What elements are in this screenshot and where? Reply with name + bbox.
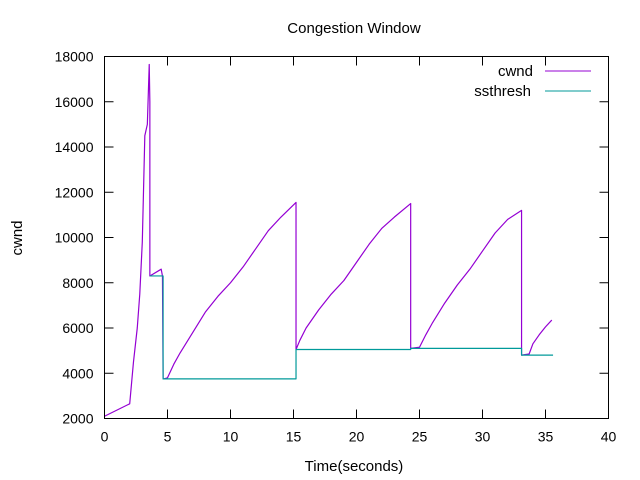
x-tick-label: 15: [286, 429, 302, 445]
series-line-ssthresh: [149, 275, 554, 380]
x-tick-label: 0: [101, 429, 109, 445]
y-tick-label: 18000: [55, 49, 94, 65]
x-tick-label: 20: [349, 429, 365, 445]
y-tick-label: 12000: [55, 184, 94, 200]
series-line-cwnd: [104, 63, 553, 417]
y-tick-label: 16000: [55, 94, 94, 110]
x-tick-label: 30: [475, 429, 491, 445]
series-layer: [104, 63, 554, 417]
ticks-layer: 0 5 10 15 20 25 30 35 40 2000 4000 6000 8000 10000 120…: [55, 49, 617, 445]
x-axis-label: Time(seconds): [305, 458, 404, 475]
legend: cwnd ssthresh: [474, 63, 591, 100]
x-tick-label: 5: [164, 429, 172, 445]
y-tick-label: 4000: [62, 365, 93, 381]
y-tick-label: 6000: [62, 320, 93, 336]
chart-title: Congestion Window: [287, 20, 421, 37]
legend-label-ssthresh: ssthresh: [474, 83, 531, 100]
x-tick-label: 40: [601, 429, 617, 445]
legend-label-cwnd: cwnd: [498, 63, 533, 80]
y-tick-label: 10000: [55, 230, 94, 246]
y-tick-label: 2000: [62, 411, 93, 427]
plot-border: [104, 56, 609, 419]
x-tick-label: 35: [538, 429, 554, 445]
x-tick-label: 10: [223, 429, 239, 445]
y-axis-label: cwnd: [9, 220, 26, 255]
x-tick-label: 25: [412, 429, 428, 445]
y-tick-label: 8000: [62, 275, 93, 291]
y-tick-label: 14000: [55, 139, 94, 155]
